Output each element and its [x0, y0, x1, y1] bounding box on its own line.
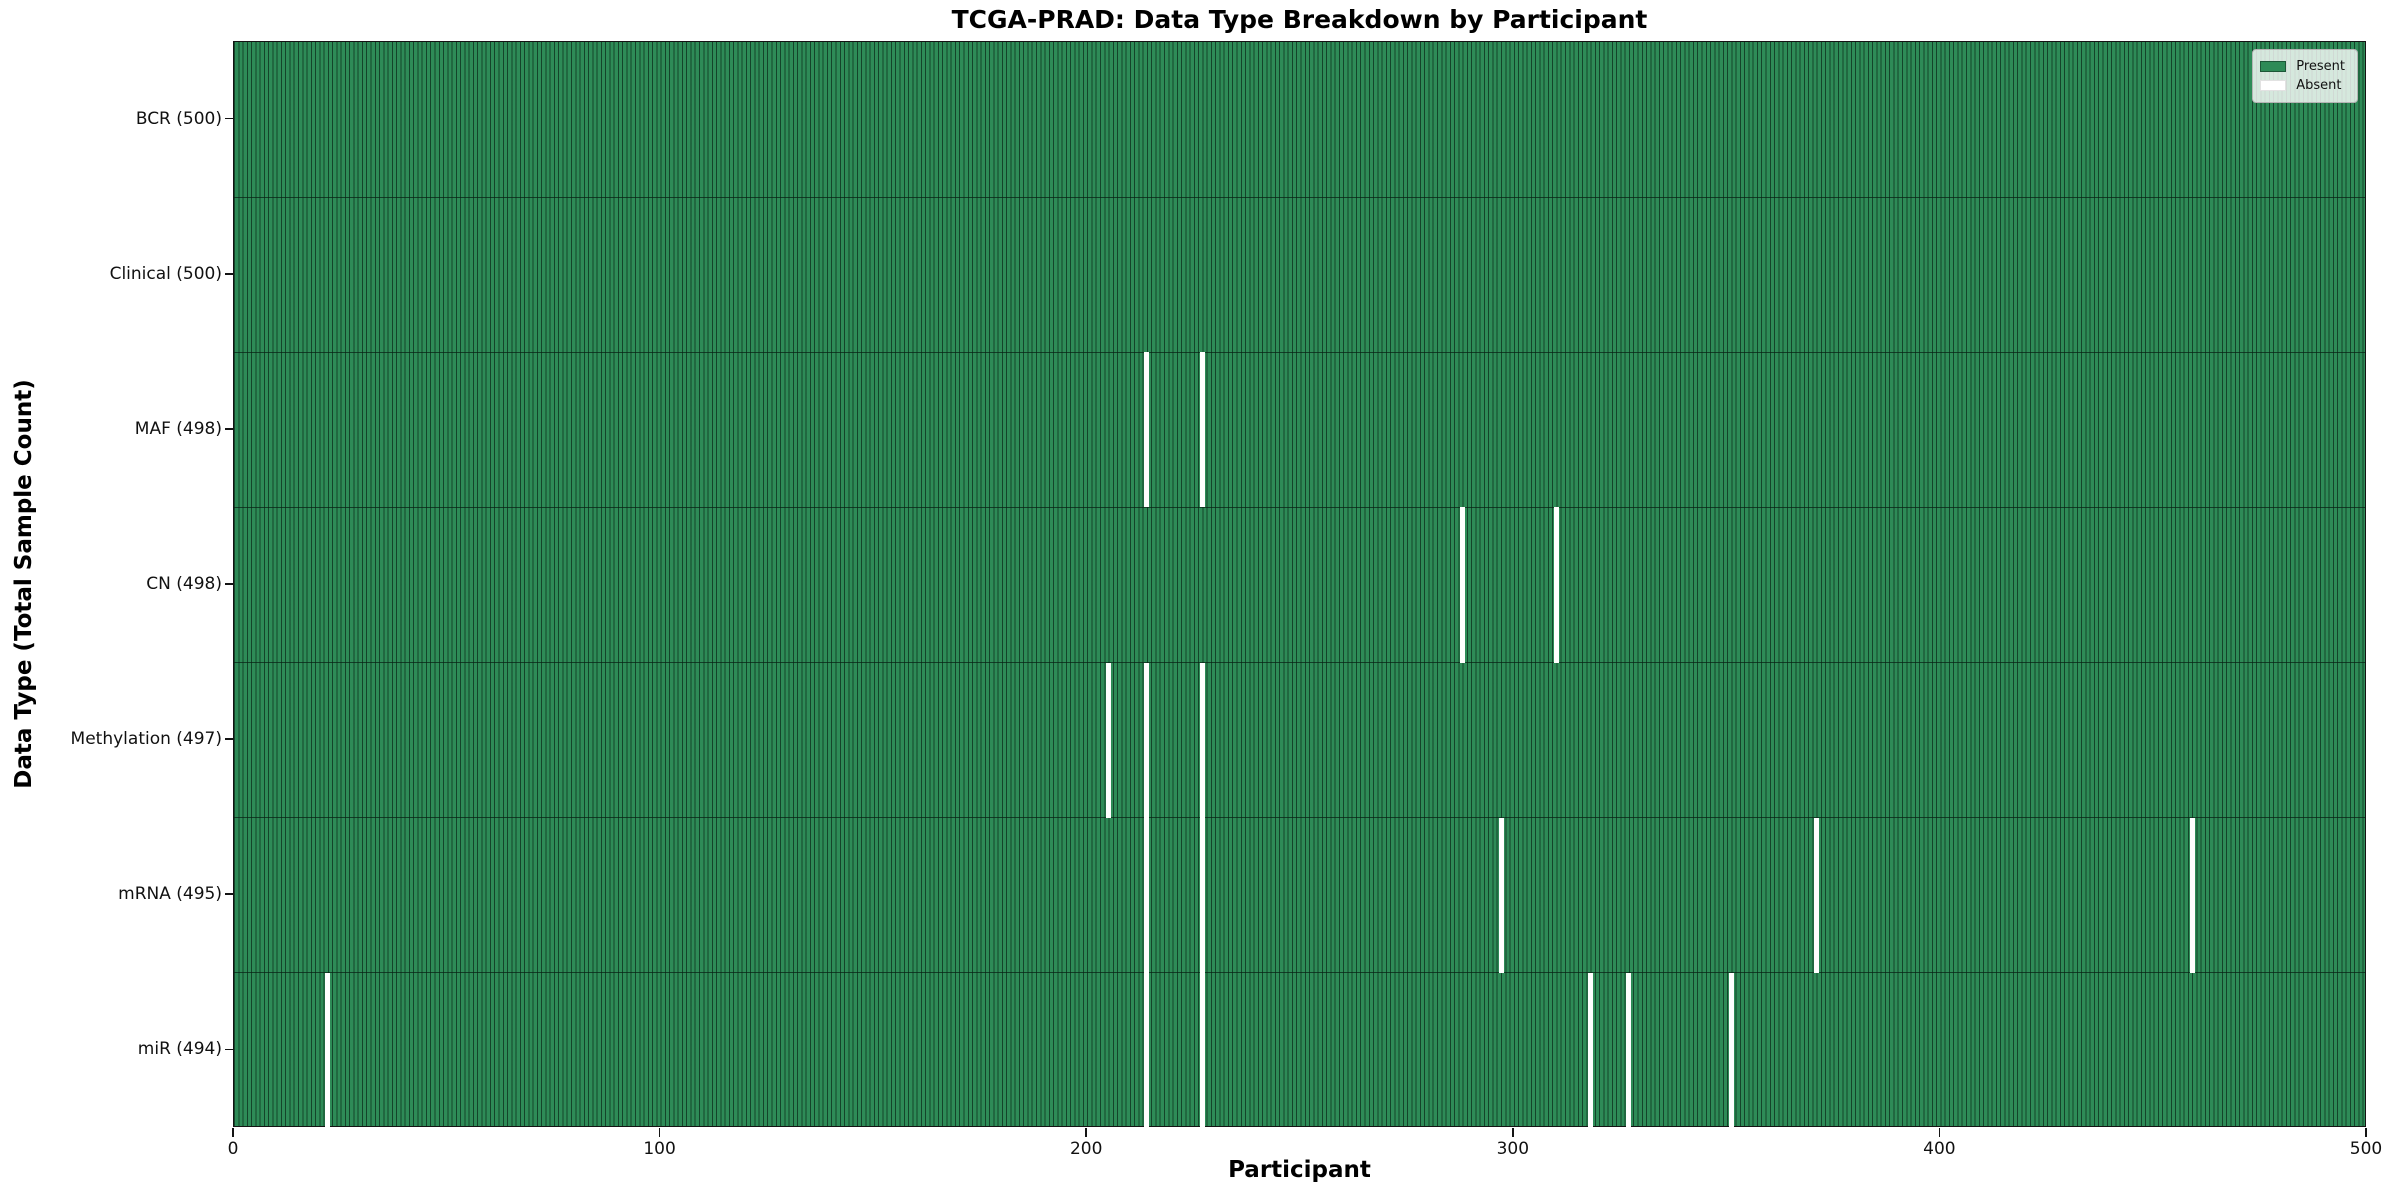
row-separator: [234, 661, 2365, 664]
absent-gap-MAF-214: [1144, 352, 1150, 508]
y-tick-mark: [225, 272, 233, 275]
y-tick-label-CN: CN (498): [146, 574, 222, 594]
absent-gap-miR-214: [1144, 972, 1150, 1128]
absent-gap-MAF-227: [1199, 352, 1205, 508]
absent-gap-miR-327: [1626, 972, 1632, 1128]
y-tick-label-Methylation: Methylation (497): [70, 729, 222, 750]
x-tick-mark: [1085, 1128, 1087, 1137]
absent-gap-miR-318: [1588, 972, 1594, 1128]
y-tick-label-BCR: BCR (500): [135, 108, 222, 129]
absent-gap-Methylation-214: [1144, 662, 1150, 818]
legend-item-absent: Absent: [2260, 77, 2345, 94]
absent-gap-CN-288: [1460, 507, 1466, 663]
legend-item-present: Present: [2260, 58, 2345, 75]
y-tick-mark: [225, 428, 233, 430]
y-tick-mark: [225, 1048, 233, 1051]
y-tick-label-miR: miR (494): [137, 1039, 222, 1060]
y-tick-mark: [225, 738, 233, 740]
absent-gap-CN-310: [1553, 507, 1559, 663]
x-tick-label-500: 500: [2349, 1139, 2383, 1159]
absent-gap-mRNA-371: [1814, 817, 1820, 973]
absent-gap-Methylation-205: [1106, 662, 1112, 818]
x-tick-mark: [1512, 1128, 1514, 1137]
row-separator: [234, 196, 2365, 198]
absent-gap-miR-22: [325, 972, 331, 1128]
y-tick-mark: [225, 117, 233, 120]
absent-gap-mRNA-227: [1199, 817, 1205, 973]
y-tick-label-Clinical: Clinical (500): [109, 263, 222, 284]
legend-present-label: Present: [2296, 59, 2345, 74]
x-tick-mark: [1938, 1128, 1941, 1137]
x-tick-label-0: 0: [227, 1139, 239, 1159]
present-swatch-icon: [2260, 61, 2287, 72]
x-tick-label-100: 100: [643, 1139, 676, 1159]
y-tick-label-mRNA: mRNA (495): [118, 884, 222, 905]
row-separator: [234, 972, 2365, 974]
x-tick-mark: [2365, 1128, 2367, 1137]
row-separator: [234, 351, 2365, 353]
absent-gap-miR-351: [1728, 972, 1734, 1128]
x-axis-label: Participant: [1228, 1157, 1371, 1183]
row-separator: [234, 817, 2365, 819]
y-tick-label-MAF: MAF (498): [134, 418, 222, 439]
legend: Present Absent: [2252, 49, 2358, 103]
absent-gap-Methylation-227: [1199, 662, 1205, 818]
row-separator: [234, 506, 2365, 509]
x-tick-mark: [658, 1128, 661, 1137]
y-tick-mark: [225, 583, 233, 585]
absent-swatch-icon: [2260, 80, 2287, 91]
y-tick-mark: [225, 893, 233, 896]
x-tick-label-200: 200: [1069, 1139, 1103, 1159]
absent-gap-mRNA-297: [1498, 817, 1504, 973]
absent-gap-miR-227: [1199, 972, 1205, 1128]
plot-area: Present Absent: [233, 41, 2366, 1128]
absent-gap-mRNA-214: [1144, 817, 1150, 973]
x-tick-mark: [232, 1128, 234, 1137]
absent-gap-mRNA-459: [2189, 817, 2195, 973]
x-tick-label-400: 400: [1923, 1139, 1956, 1159]
x-tick-label-300: 300: [1496, 1139, 1530, 1159]
legend-absent-label: Absent: [2296, 78, 2342, 93]
chart-title: TCGA-PRAD: Data Type Breakdown by Partic…: [951, 5, 1648, 34]
